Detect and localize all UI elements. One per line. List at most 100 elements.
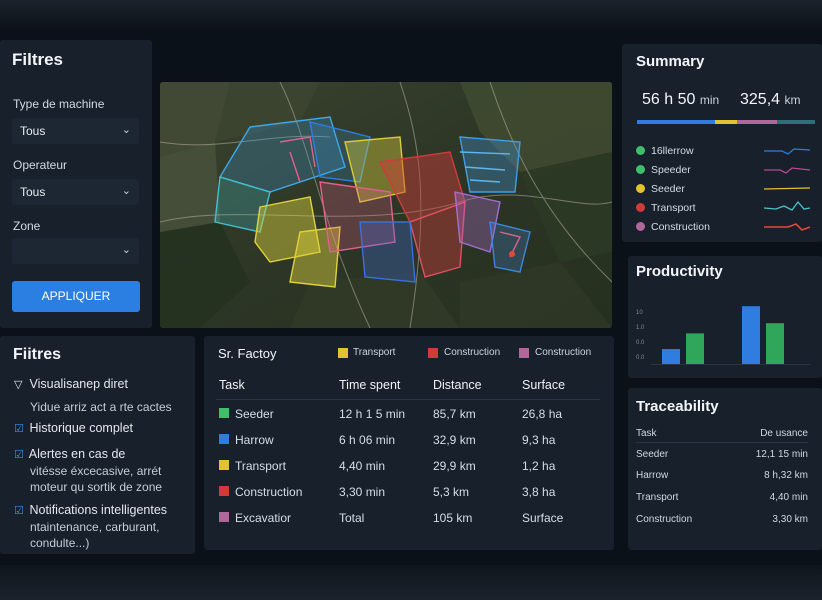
surface: 1,2 ha xyxy=(522,459,556,473)
chevron-down-icon: ⌄ xyxy=(121,185,131,197)
feature-title: Notifications intelligentes xyxy=(29,503,168,517)
trace-value: 4,40 min xyxy=(769,492,808,503)
time-spent: 12 h 1 5 min xyxy=(339,407,406,421)
task-name: Transport xyxy=(235,459,286,473)
machine-type-label: Type de machine xyxy=(13,97,105,111)
feature-notifications: ☑ Notifications intelligentes xyxy=(14,503,167,517)
distance: 5,3 km xyxy=(433,485,470,499)
time-spent: 3,30 min xyxy=(339,485,386,499)
task-color-swatch xyxy=(219,408,229,418)
summary-sparklines xyxy=(763,148,811,231)
column-header: Distance xyxy=(433,378,482,392)
table-title: Sr. Factoy xyxy=(218,346,277,361)
feature-live-view: ▽ Visualisanep diret xyxy=(14,377,128,391)
y-tick-label: 1.0 xyxy=(636,325,645,331)
traceability-panel xyxy=(628,388,822,550)
features-panel xyxy=(0,336,195,554)
surface: Surface xyxy=(522,511,564,525)
feature-history: ☑ Historique complet xyxy=(14,421,133,435)
legend-label: Seeder xyxy=(651,183,685,195)
checkbox-icon: ☑ xyxy=(14,505,24,517)
background-fields xyxy=(160,82,612,328)
operator-select[interactable]: Tous ⌄ xyxy=(12,179,139,205)
trace-value: 3,30 km xyxy=(772,514,808,525)
legend-label: Transport xyxy=(353,347,396,358)
apply-button[interactable]: APPLIQUER xyxy=(12,281,140,312)
legend-swatch xyxy=(428,348,438,358)
legend-label: Speeder xyxy=(651,164,691,176)
monitor-bezel-top xyxy=(0,0,822,30)
machine-type-select[interactable]: Tous ⌄ xyxy=(12,118,139,144)
legend-dot xyxy=(636,165,645,174)
y-tick-label: 0.0 xyxy=(636,355,645,361)
task-name: Harrow xyxy=(235,433,274,447)
feature-subtitle: ntaintenance, carburant, xyxy=(30,520,160,534)
feature-title: Visualisanep diret xyxy=(29,377,128,391)
trace-divider xyxy=(636,442,808,443)
column-header: Time spent xyxy=(339,378,401,392)
checkbox-icon: ☑ xyxy=(14,449,24,461)
productivity-panel xyxy=(628,256,822,378)
trace-task: Harrow xyxy=(636,470,669,481)
traceability-title: Traceability xyxy=(636,398,719,415)
task-name: Seeder xyxy=(235,407,274,421)
distance: 105 km xyxy=(433,511,473,525)
map-panel[interactable] xyxy=(160,82,612,328)
task-name: Excavatior xyxy=(235,511,292,525)
operator-value: Tous xyxy=(20,185,46,199)
distance: 29,9 km xyxy=(433,459,476,473)
zone-select[interactable]: ⌄ xyxy=(12,238,139,264)
distance: 85,7 km xyxy=(433,407,476,421)
legend-swatch xyxy=(519,348,529,358)
legend-label: 16llerrow xyxy=(651,145,694,157)
legend-label: Construction xyxy=(444,347,501,358)
table-divider xyxy=(216,399,600,400)
time-spent: Total xyxy=(339,511,365,525)
legend-dot xyxy=(636,222,645,231)
chevron-down-icon: ⌄ xyxy=(121,244,131,256)
productivity-title: Productivity xyxy=(636,263,723,280)
total-distance: 325,4 km xyxy=(740,91,801,109)
features-title: Fiitres xyxy=(13,346,62,363)
tasks-table-panel xyxy=(204,336,614,550)
task-name: Construction xyxy=(235,485,303,499)
time-spent: 4,40 min xyxy=(339,459,386,473)
feature-subtitle: Yidue arriz act a rte cactes xyxy=(30,400,172,414)
trace-value: 12,1 15 min xyxy=(755,449,808,460)
feature-subtitle: vitésse éxcecasive, arrét xyxy=(30,464,162,478)
time-spent: 6 h 06 min xyxy=(339,433,396,447)
chevron-down-icon: ⌄ xyxy=(121,124,131,136)
feature-alerts: ☑ Alertes en cas de xyxy=(14,447,125,461)
task-color-swatch xyxy=(219,512,229,522)
task-color-swatch xyxy=(219,434,229,444)
trace-column-header: De usance xyxy=(760,428,808,439)
zone-label: Zone xyxy=(13,219,41,233)
feature-subtitle: moteur qu sortik de zone xyxy=(30,480,163,494)
surface: 3,8 ha xyxy=(522,485,556,499)
distance-unit: km xyxy=(784,93,801,107)
monitor-bezel-bottom xyxy=(0,565,822,600)
field-map[interactable] xyxy=(160,82,612,328)
feature-title: Historique complet xyxy=(29,421,133,435)
trace-task: Construction xyxy=(636,514,693,525)
field-roads xyxy=(160,82,612,328)
trace-column-header: Task xyxy=(636,428,657,439)
summary-progress-bar xyxy=(637,120,815,124)
trace-value: 8 h,32 km xyxy=(764,470,808,481)
distance: 32,9 km xyxy=(433,433,476,447)
task-color-swatch xyxy=(219,460,229,470)
productivity-bar xyxy=(686,333,704,364)
feature-title: Alertes en cas de xyxy=(28,447,126,461)
legend-dot xyxy=(636,146,645,155)
surface: 26,8 ha xyxy=(522,407,563,421)
legend-label: Construction xyxy=(651,221,710,233)
trace-task: Transport xyxy=(636,492,679,503)
productivity-bar xyxy=(662,349,680,364)
column-header: Surface xyxy=(522,378,566,392)
operator-label: Operateur xyxy=(13,158,68,172)
y-tick-label: 10 xyxy=(636,310,643,316)
duration-value: 56 h 50 xyxy=(642,91,696,108)
summary-title: Summary xyxy=(636,53,705,70)
duration-unit: min xyxy=(699,93,720,107)
legend-label: Construction xyxy=(535,347,592,358)
